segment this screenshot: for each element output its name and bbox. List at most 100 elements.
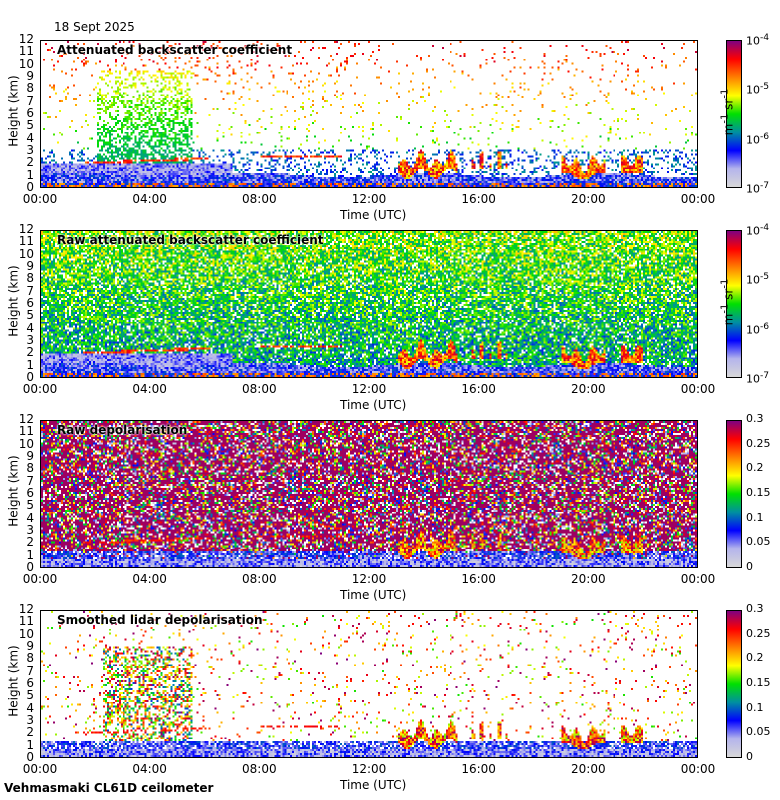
colorbar-tick-label: 0.2 xyxy=(746,461,764,475)
colorbar-tick-label: 0.05 xyxy=(746,535,771,549)
x-tick-label: 04:00 xyxy=(132,572,167,586)
y-tick-label: 9 xyxy=(26,69,34,83)
heatmap-canvas xyxy=(41,611,697,757)
y-tick-label: 7 xyxy=(26,663,34,678)
chart-panel-1: Attenuated backscatter coefficient 0 1 2 3 4 5… xyxy=(0,32,780,230)
y-axis-label: Height (km) xyxy=(6,645,21,717)
x-tick-label: 00:00 xyxy=(680,762,716,776)
x-tick-label: 08:00 xyxy=(242,382,277,396)
y-tick-label: 2 xyxy=(26,155,34,170)
heatmap-canvas xyxy=(41,231,697,377)
colorbar-unit-label: m-1 sr-1 xyxy=(719,88,736,136)
x-axis-label: Time (UTC) xyxy=(340,398,407,412)
y-tick-label: 6 xyxy=(26,106,34,120)
colorbar-tick-label: 0 xyxy=(746,560,753,573)
x-tick-label: 04:00 xyxy=(132,382,167,396)
date-label: 18 Sept 2025 xyxy=(54,20,135,34)
colorbar-tick-label: 0.3 xyxy=(746,412,764,425)
colorbar xyxy=(726,230,742,378)
heatmap-plot-area: Smoothed lidar depolarisation xyxy=(40,610,698,758)
chart-panel-4: Smoothed lidar depolarisation 0 1 2 3 4 5 6 7 8 9 1… xyxy=(0,602,780,800)
y-tick-label: 9 xyxy=(26,639,34,653)
x-axis-label: Time (UTC) xyxy=(340,778,407,792)
x-tick-label: 08:00 xyxy=(242,572,277,586)
x-tick-label: 00:00 xyxy=(22,382,58,396)
y-tick-label: 10 xyxy=(18,246,34,261)
x-tick-label: 20:00 xyxy=(571,572,606,586)
x-tick-label: 16:00 xyxy=(461,572,496,586)
y-tick-label: 12 xyxy=(18,32,34,46)
x-tick-label: 20:00 xyxy=(571,762,606,776)
colorbar-tick-label: 10-7 xyxy=(746,370,770,386)
y-tick-label: 2 xyxy=(26,535,34,550)
x-tick-label: 12:00 xyxy=(351,572,387,586)
heatmap-plot-area: Raw depolarisation xyxy=(40,420,698,568)
colorbar xyxy=(726,420,742,568)
y-tick-label: 4 xyxy=(26,700,34,715)
y-tick-label: 4 xyxy=(26,130,34,145)
y-tick-label: 4 xyxy=(26,510,34,525)
y-tick-label: 5 xyxy=(26,498,34,513)
colorbar-tick-label: 0 xyxy=(746,750,753,763)
x-tick-label: 00:00 xyxy=(22,192,58,206)
y-tick-label: 9 xyxy=(26,259,34,273)
chart-panel-3: Raw depolarisation 0 1 2 3 4 5 6 7 8 9 10 11 12 00:00 0… xyxy=(0,412,780,610)
y-axis-label: Height (km) xyxy=(6,75,21,147)
y-tick-label: 7 xyxy=(26,283,34,298)
y-tick-label: 8 xyxy=(26,651,34,666)
x-tick-label: 16:00 xyxy=(461,762,496,776)
y-tick-label: 11 xyxy=(18,424,34,439)
y-tick-label: 8 xyxy=(26,461,34,476)
colorbar-unit-label: m-1 sr-1 xyxy=(719,278,736,326)
y-tick-label: 6 xyxy=(26,676,34,690)
heatmap-plot-area: Attenuated backscatter coefficient xyxy=(40,40,698,188)
colorbar-tick-label: 0.05 xyxy=(746,725,771,739)
y-tick-label: 2 xyxy=(26,725,34,740)
x-tick-label: 16:00 xyxy=(461,192,496,206)
colorbar-tick-label: 0.15 xyxy=(746,676,771,689)
colorbar xyxy=(726,610,742,758)
x-tick-label: 00:00 xyxy=(680,572,716,586)
y-tick-label: 3 xyxy=(26,143,34,157)
colorbar-tick-label: 0.25 xyxy=(746,436,771,450)
y-tick-label: 0 xyxy=(26,560,34,574)
y-tick-label: 7 xyxy=(26,93,34,108)
x-tick-label: 00:00 xyxy=(22,572,58,586)
y-tick-label: 1 xyxy=(26,737,34,752)
y-tick-label: 6 xyxy=(26,486,34,500)
y-tick-label: 12 xyxy=(18,602,34,616)
x-tick-label: 04:00 xyxy=(132,192,167,206)
x-tick-label: 04:00 xyxy=(132,762,167,776)
heatmap-canvas xyxy=(41,41,697,187)
y-tick-label: 10 xyxy=(18,436,34,451)
colorbar-tick-label: 0.3 xyxy=(746,602,764,615)
panel-title: Raw depolarisation xyxy=(57,423,188,437)
y-tick-label: 0 xyxy=(26,180,34,194)
y-axis-label: Height (km) xyxy=(6,455,21,527)
station-label: Vehmasmaki CL61D ceilometer xyxy=(4,781,214,795)
colorbar xyxy=(726,40,742,188)
colorbar-tick-label: 0.2 xyxy=(746,651,764,665)
x-tick-label: 08:00 xyxy=(242,192,277,206)
y-tick-label: 5 xyxy=(26,118,34,133)
panel-title: Smoothed lidar depolarisation xyxy=(57,613,263,627)
y-tick-label: 11 xyxy=(18,234,34,249)
y-tick-label: 2 xyxy=(26,345,34,360)
y-tick-label: 10 xyxy=(18,56,34,71)
colorbar-tick-label: 0.1 xyxy=(746,700,764,714)
y-tick-label: 1 xyxy=(26,357,34,372)
y-tick-label: 3 xyxy=(26,713,34,727)
x-tick-label: 00:00 xyxy=(680,192,716,206)
heatmap-plot-area: Raw attenuated backscatter coefficient xyxy=(40,230,698,378)
y-tick-label: 0 xyxy=(26,370,34,384)
y-tick-label: 4 xyxy=(26,320,34,335)
panel-title: Attenuated backscatter coefficient xyxy=(57,43,293,57)
y-tick-label: 3 xyxy=(26,523,34,537)
y-tick-label: 11 xyxy=(18,614,34,629)
y-tick-label: 11 xyxy=(18,44,34,59)
x-tick-label: 16:00 xyxy=(461,382,496,396)
y-tick-label: 1 xyxy=(26,547,34,562)
x-axis-label: Time (UTC) xyxy=(340,208,407,222)
colorbar-tick-label: 10-7 xyxy=(746,180,770,196)
y-tick-label: 5 xyxy=(26,308,34,323)
